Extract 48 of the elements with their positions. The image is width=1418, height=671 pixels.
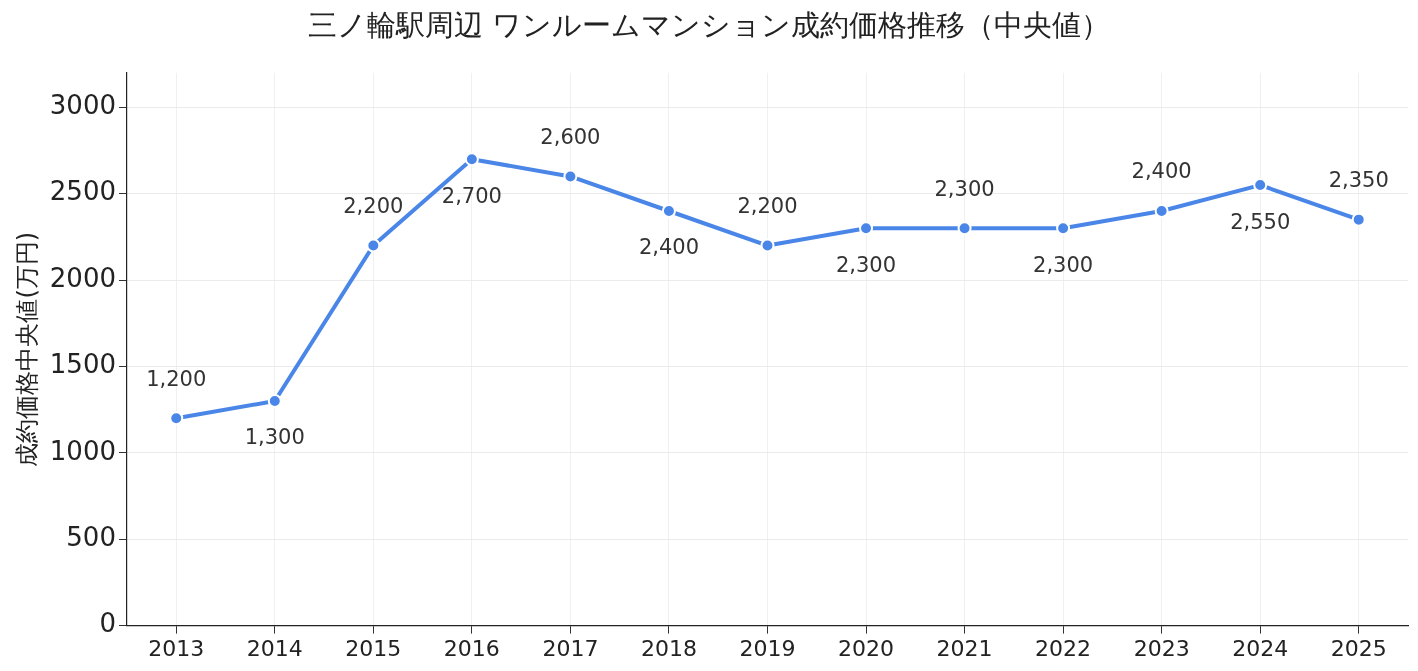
data-label: 2,300 xyxy=(1033,252,1094,277)
data-label: 2,300 xyxy=(835,252,897,277)
x-tick-label: 2013 xyxy=(148,635,205,661)
data-label: 2,550 xyxy=(1230,209,1291,234)
y-axis-title: 成約価格中央値(万円) xyxy=(12,231,41,467)
x-tick-label: 2023 xyxy=(1133,635,1190,661)
point xyxy=(661,204,676,218)
x-tick-label: 2019 xyxy=(739,635,796,661)
y-tick-label: 500 xyxy=(66,521,116,552)
x-tick-label: 2024 xyxy=(1232,635,1289,661)
x-tick-label: 2022 xyxy=(1035,635,1092,661)
point xyxy=(464,152,479,167)
y-tick-label: 2000 xyxy=(49,262,116,293)
data-label: 2,400 xyxy=(638,235,700,260)
point xyxy=(267,394,282,409)
y-tick-label: 2500 xyxy=(49,176,116,207)
point xyxy=(1351,212,1366,227)
x-tick-label: 2021 xyxy=(936,635,993,661)
point xyxy=(563,169,578,184)
data-label: 2,300 xyxy=(934,176,995,201)
data-label: 2,700 xyxy=(441,183,502,208)
data-label: 1,200 xyxy=(146,366,207,391)
x-tick-label: 2014 xyxy=(246,635,303,661)
point xyxy=(169,411,184,426)
data-label: 2,200 xyxy=(343,194,404,218)
x-tick-label: 2020 xyxy=(838,635,895,661)
data-label: 2,350 xyxy=(1328,168,1389,193)
y-tick-label: 1000 xyxy=(49,435,116,466)
x-tick-label: 2025 xyxy=(1330,635,1387,661)
y-tick-label: 3000 xyxy=(49,90,116,121)
data-label: 2,200 xyxy=(737,194,798,218)
point xyxy=(957,221,972,236)
x-tick-label: 2016 xyxy=(443,635,500,661)
y-tick-label: 1500 xyxy=(49,349,116,380)
point xyxy=(1056,221,1071,236)
data-label: 2,400 xyxy=(1131,159,1192,184)
data-label: 1,300 xyxy=(244,425,305,450)
point xyxy=(760,238,775,253)
x-tick-label: 2018 xyxy=(640,635,697,661)
data-label: 2,600 xyxy=(540,124,601,149)
x-tick-label: 2015 xyxy=(345,635,402,661)
point xyxy=(1154,204,1169,218)
point xyxy=(1253,178,1268,193)
chart-title: 三ノ輪駅周辺 ワンルームマンション成約価格推移（中央値） xyxy=(307,7,1111,42)
x-tick-label: 2017 xyxy=(542,635,599,661)
point xyxy=(366,238,381,253)
y-tick-label: 0 xyxy=(99,608,116,639)
point xyxy=(859,221,874,236)
